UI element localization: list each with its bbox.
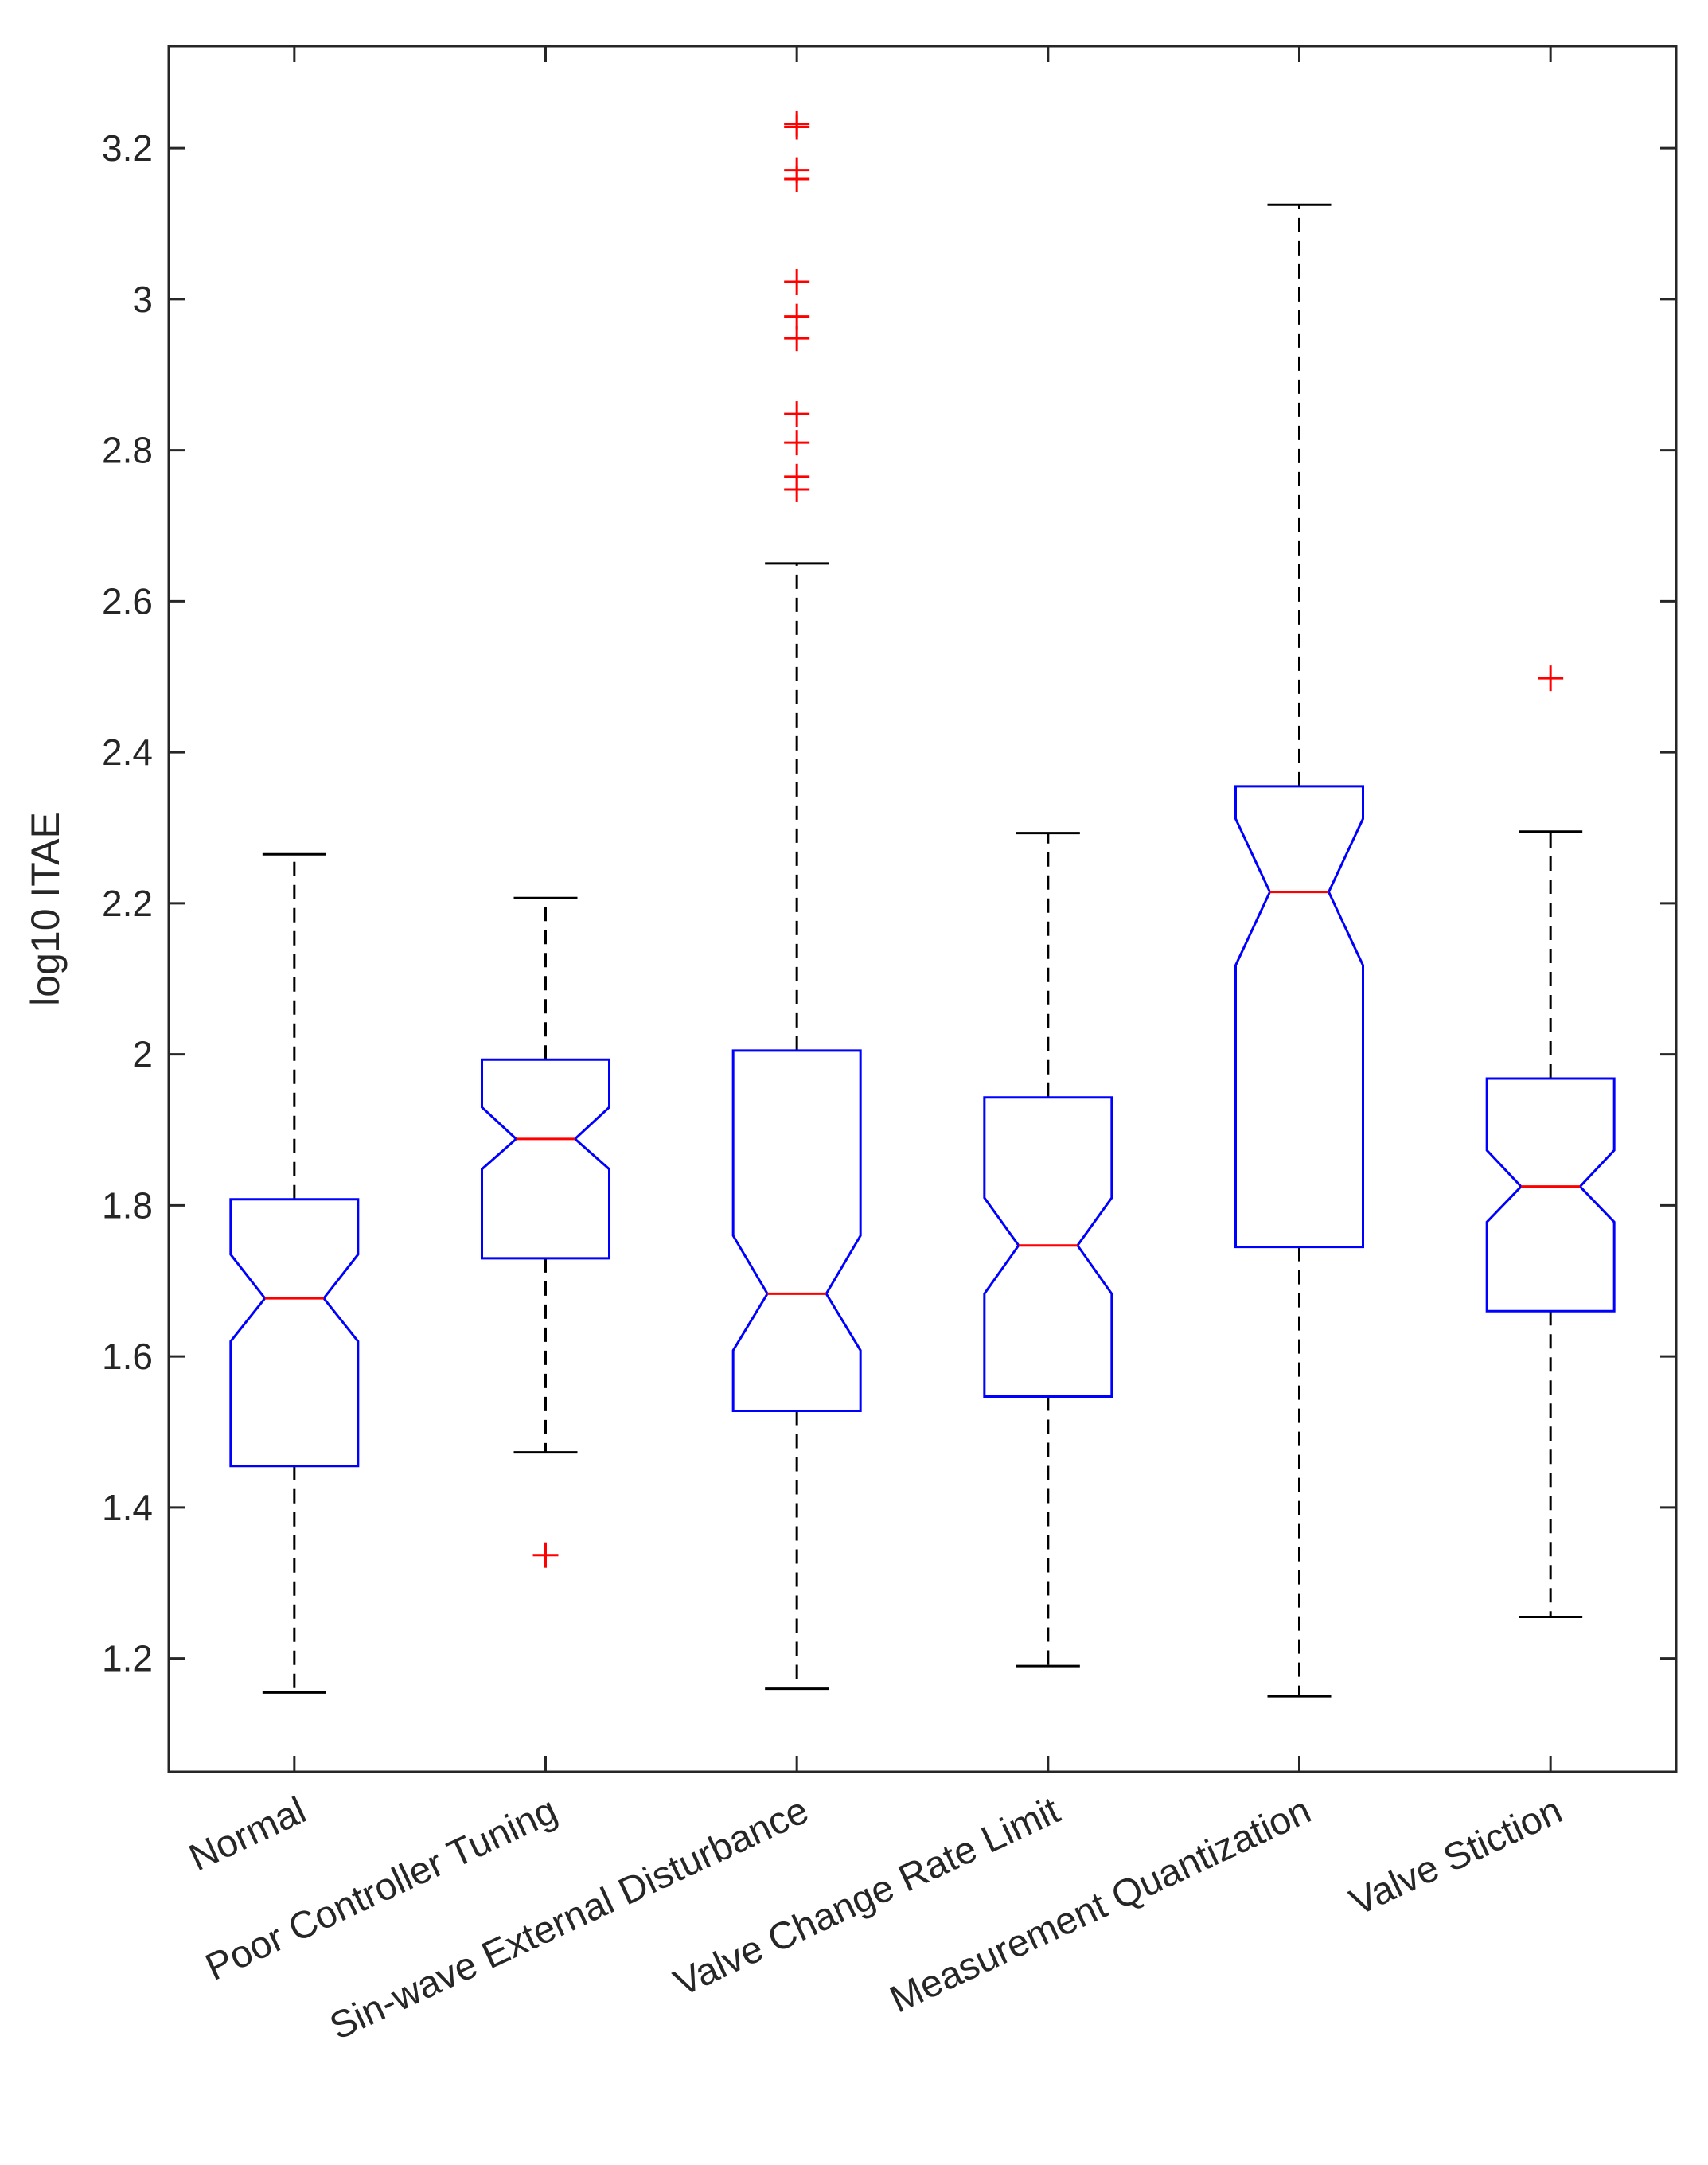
y-tick-label: 2.8 (102, 430, 153, 471)
notched-box (983, 1096, 1113, 1398)
notched-box (731, 1049, 862, 1412)
y-tick-label: 1.6 (102, 1336, 153, 1377)
y-tick-label: 2.2 (102, 883, 153, 924)
y-axis: 1.2 1.4 1.6 1.8 2 2.2 2.4 2.6 2.8 3 3.2 (102, 127, 1676, 1679)
notched-box (1234, 785, 1364, 1249)
outlier-marker (784, 111, 810, 137)
y-tick-label: 1.2 (102, 1638, 153, 1679)
outlier-marker (784, 463, 810, 490)
notched-box (1485, 1077, 1616, 1313)
x-category-label: Normal (183, 1789, 313, 1879)
outlier-marker (784, 303, 810, 330)
box-4 (983, 832, 1113, 1668)
box-1 (229, 852, 360, 1694)
outlier-marker (784, 269, 810, 295)
outlier-marker (784, 157, 810, 183)
plot-area-frame (167, 45, 1678, 1773)
y-axis-title: log10 ITAE (23, 812, 68, 1006)
outlier-marker (784, 430, 810, 456)
outlier-marker (784, 326, 810, 352)
box-6 (1485, 665, 1616, 1618)
y-tick-label: 1.8 (102, 1184, 153, 1226)
outlier-marker (1538, 665, 1564, 692)
box-2 (481, 896, 610, 1568)
y-tick-label: 2.4 (102, 731, 153, 773)
outlier-marker (784, 401, 810, 427)
notched-box (481, 1058, 610, 1260)
y-tick-label: 3.2 (102, 127, 153, 169)
plot-elements (229, 111, 1616, 1698)
y-tick-label: 1.4 (102, 1487, 153, 1528)
y-tick-label: 2.6 (102, 580, 153, 622)
outlier-marker (532, 1542, 559, 1568)
x-category-label: Valve Stiction (1343, 1789, 1569, 1924)
y-tick-label: 2 (132, 1034, 153, 1075)
x-category-label: Sin-wave External Disturbance (324, 1789, 815, 2048)
notched-box (229, 1198, 360, 1468)
box-3 (731, 111, 862, 1691)
y-tick-label: 3 (132, 279, 153, 320)
box-5 (1234, 203, 1364, 1698)
x-category-label: Measurement Quantization (883, 1789, 1317, 2022)
